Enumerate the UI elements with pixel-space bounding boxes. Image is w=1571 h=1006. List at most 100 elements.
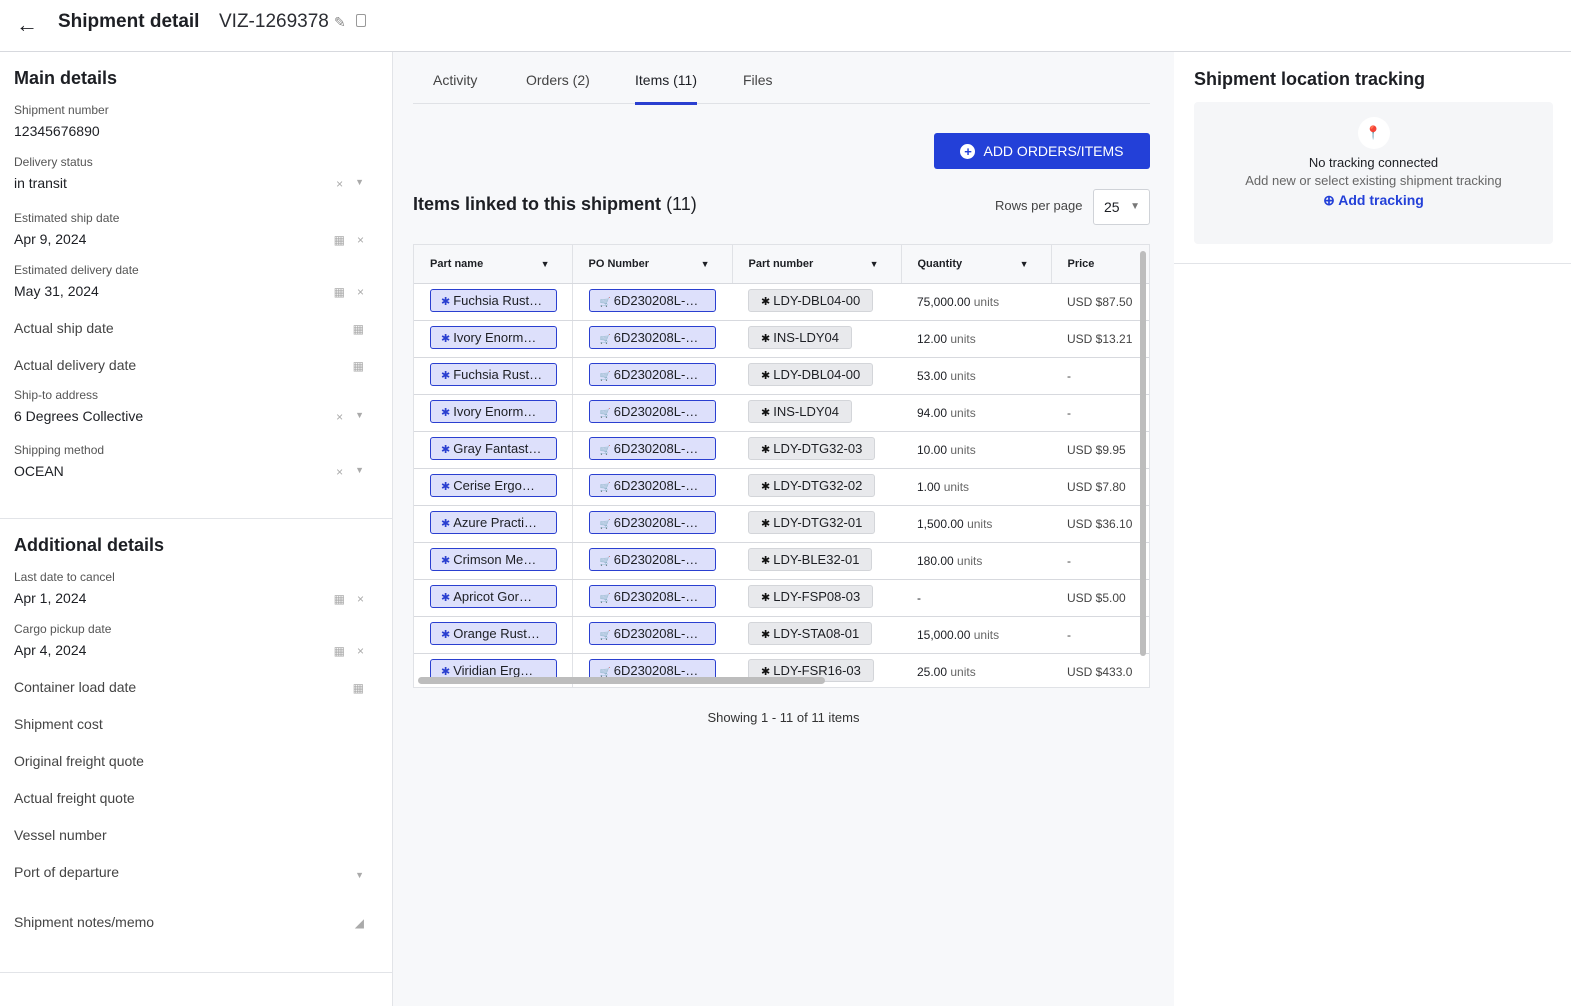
part-name-chip[interactable]: ✱ Azure Practi…	[430, 510, 557, 534]
horizontal-scrollbar[interactable]	[418, 677, 825, 684]
chevron-down-icon[interactable]: ▼	[355, 870, 364, 880]
clear-icon[interactable]: ×	[336, 410, 344, 424]
field-original-freight-quote[interactable]: Original freight quote	[14, 753, 364, 769]
column-header-po-number[interactable]: PO Number ▼	[572, 245, 733, 284]
field-actual-ship-date[interactable]: Actual ship date ▦	[14, 320, 364, 336]
field-actual-delivery-date[interactable]: Actual delivery date ▦	[14, 357, 364, 373]
tab-items[interactable]: Items (11)	[635, 72, 697, 105]
field-container-load-date[interactable]: Container load date ▦	[14, 679, 364, 695]
field-estimated-delivery-date[interactable]: Estimated delivery date May 31, 2024 ▦ ×	[14, 263, 364, 299]
part-number-chip[interactable]: ✱ LDY-STA08-01	[748, 621, 873, 645]
back-arrow-icon[interactable]: ←	[16, 12, 38, 37]
field-value[interactable]: Apr 4, 2024	[14, 642, 87, 658]
tab-files[interactable]: Files	[743, 72, 773, 88]
part-name-chip[interactable]: ✱ Apricot Gor…	[430, 584, 557, 608]
part-number-chip[interactable]: ✱ LDY-DTG32-01	[748, 510, 876, 534]
field-value[interactable]: in transit	[14, 175, 67, 191]
table-row[interactable]: ✱ Crimson Me… 🛒 6D230208L-… ✱ LDY-BLE32-01 180…	[414, 542, 1149, 580]
po-number-chip[interactable]: 🛒 6D230208L-…	[588, 621, 716, 645]
table-row[interactable]: ✱ Fuchsia Rust… 🛒 6D230208L-… ✱ LDY-DBL04-00 5…	[414, 357, 1149, 395]
calendar-icon[interactable]: ▦	[333, 285, 345, 299]
calendar-icon[interactable]: ▦	[352, 322, 364, 336]
part-number-chip[interactable]: ✱ LDY-FSP08-03	[748, 584, 874, 608]
table-row[interactable]: ✱ Azure Practi… 🛒 6D230208L-… ✱ LDY-DTG32-01 1…	[414, 505, 1149, 543]
chevron-down-icon[interactable]: ▼	[355, 177, 364, 187]
field-shipment-number[interactable]: Shipment number 12345676890	[14, 103, 364, 139]
field-estimated-ship-date[interactable]: Estimated ship date Apr 9, 2024 ▦ ×	[14, 211, 364, 247]
column-header-quantity[interactable]: Quantity ▼	[901, 245, 1052, 284]
po-number-chip[interactable]: 🛒 6D230208L-…	[588, 510, 716, 534]
po-number-chip[interactable]: 🛒 6D230208L-…	[588, 325, 716, 349]
field-value[interactable]: 12345676890	[14, 123, 100, 139]
column-header-price[interactable]: Price	[1051, 245, 1149, 284]
clear-icon[interactable]: ×	[356, 233, 364, 247]
part-name-chip[interactable]: ✱ Cerise Ergo…	[430, 473, 557, 497]
column-header-part-name[interactable]: Part name ▼	[414, 245, 573, 284]
po-number-chip[interactable]: 🛒 6D230208L-…	[588, 399, 716, 423]
table-row[interactable]: ✱ Orange Rust… 🛒 6D230208L-… ✱ LDY-STA08-01 15…	[414, 616, 1149, 654]
table-row[interactable]: ✱ Fuchsia Rust… 🛒 6D230208L-… ✱ LDY-DBL04-00 7…	[414, 283, 1149, 321]
part-number-chip[interactable]: ✱ LDY-BLE32-01	[748, 547, 873, 571]
calendar-icon[interactable]: ▦	[352, 681, 364, 695]
tab-orders[interactable]: Orders (2)	[526, 72, 590, 88]
part-name-chip[interactable]: ✱ Viridian Erg…	[430, 658, 557, 682]
po-number-chip[interactable]: 🛒 6D230208L-…	[588, 547, 716, 571]
chevron-down-icon[interactable]: ▼	[355, 410, 364, 420]
field-value[interactable]: OCEAN	[14, 463, 64, 479]
add-orders-items-button[interactable]: + ADD ORDERS/ITEMS	[934, 133, 1150, 169]
field-value[interactable]: 6 Degrees Collective	[14, 408, 144, 424]
calendar-icon[interactable]: ▦	[333, 644, 345, 658]
field-actual-freight-quote[interactable]: Actual freight quote	[14, 790, 364, 806]
part-number-chip[interactable]: ✱ LDY-DTG32-03	[748, 436, 876, 460]
part-number-chip[interactable]: ✱ LDY-DTG32-02	[748, 473, 876, 497]
field-delivery-status[interactable]: Delivery status in transit × ▼	[14, 155, 364, 191]
clear-icon[interactable]: ×	[336, 177, 344, 191]
field-value[interactable]: May 31, 2024	[14, 283, 99, 299]
vertical-scrollbar[interactable]	[1140, 251, 1146, 656]
part-name-chip[interactable]: ✱ Gray Fantast…	[430, 436, 557, 460]
part-name-chip[interactable]: ✱ Fuchsia Rust…	[430, 362, 557, 386]
po-number-chip[interactable]: 🛒 6D230208L-…	[588, 288, 716, 312]
sort-caret-icon[interactable]: ▼	[700, 259, 710, 269]
rows-per-page-select[interactable]: 25 ▼	[1093, 189, 1150, 225]
field-vessel-number[interactable]: Vessel number	[14, 827, 364, 843]
field-value[interactable]: Apr 1, 2024	[14, 590, 87, 606]
table-row[interactable]: ✱ Ivory Enorm… 🛒 6D230208L-… ✱ INS-LDY04 94.00…	[414, 394, 1149, 432]
table-row[interactable]: ✱ Ivory Enorm… 🛒 6D230208L-… ✱ INS-LDY04 12.00…	[414, 320, 1149, 358]
resize-handle-icon[interactable]: ◢	[354, 916, 364, 930]
column-header-part-number[interactable]: Part number ▼	[732, 245, 902, 284]
calendar-icon[interactable]: ▦	[333, 233, 345, 247]
table-row[interactable]: ✱ Cerise Ergo… 🛒 6D230208L-… ✱ LDY-DTG32-02 1.…	[414, 468, 1149, 506]
part-name-chip[interactable]: ✱ Fuchsia Rust…	[430, 288, 557, 312]
clear-icon[interactable]: ×	[356, 285, 364, 299]
sort-caret-icon[interactable]: ▼	[1019, 259, 1029, 269]
clear-icon[interactable]: ×	[356, 592, 364, 606]
copy-icon[interactable]	[356, 14, 366, 27]
chevron-down-icon[interactable]: ▼	[355, 465, 364, 475]
calendar-icon[interactable]: ▦	[333, 592, 345, 606]
pencil-icon[interactable]: ✎	[334, 14, 346, 30]
part-number-chip[interactable]: ✱ INS-LDY04	[748, 325, 852, 349]
sort-caret-icon[interactable]: ▼	[869, 259, 879, 269]
field-port-of-departure[interactable]: Port of departure ▼	[14, 864, 364, 880]
po-number-chip[interactable]: 🛒 6D230208L-…	[588, 473, 716, 497]
tab-activity[interactable]: Activity	[433, 72, 478, 88]
part-number-chip[interactable]: ✱ INS-LDY04	[748, 399, 852, 423]
part-name-chip[interactable]: ✱ Crimson Me…	[430, 547, 557, 571]
table-row[interactable]: ✱ Gray Fantast… 🛒 6D230208L-… ✱ LDY-DTG32-03 1…	[414, 431, 1149, 469]
field-shipping-method[interactable]: Shipping method OCEAN × ▼	[14, 443, 364, 479]
po-number-chip[interactable]: 🛒 6D230208L-…	[588, 362, 716, 386]
part-number-chip[interactable]: ✱ LDY-DBL04-00	[748, 288, 874, 312]
field-shipment-cost[interactable]: Shipment cost	[14, 716, 364, 732]
po-number-chip[interactable]: 🛒 6D230208L-…	[588, 584, 716, 608]
field-ship-to-address[interactable]: Ship-to address 6 Degrees Collective × ▼	[14, 388, 364, 424]
field-shipment-notes-memo[interactable]: Shipment notes/memo ◢	[14, 914, 364, 930]
po-number-chip[interactable]: 🛒 6D230208L-…	[588, 436, 716, 460]
clear-icon[interactable]: ×	[356, 644, 364, 658]
part-name-chip[interactable]: ✱ Ivory Enorm…	[430, 399, 557, 423]
calendar-icon[interactable]: ▦	[352, 359, 364, 373]
part-name-chip[interactable]: ✱ Ivory Enorm…	[430, 325, 557, 349]
table-row[interactable]: ✱ Apricot Gor… 🛒 6D230208L-… ✱ LDY-FSP08-03- U…	[414, 579, 1149, 617]
field-last-date-to-cancel[interactable]: Last date to cancel Apr 1, 2024 ▦ ×	[14, 570, 364, 606]
field-value[interactable]: Apr 9, 2024	[14, 231, 87, 247]
